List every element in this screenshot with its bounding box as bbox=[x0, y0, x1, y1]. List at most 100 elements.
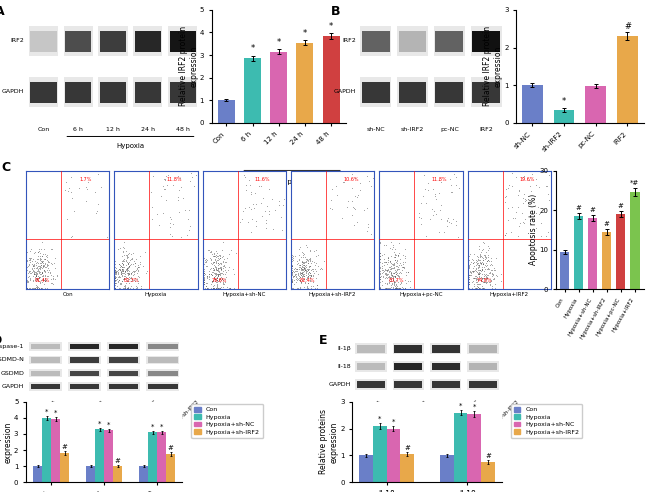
Point bbox=[36, 261, 46, 269]
Point bbox=[32, 248, 43, 256]
Point bbox=[217, 246, 228, 253]
Point bbox=[117, 277, 127, 285]
Point bbox=[124, 278, 134, 286]
Point bbox=[300, 267, 311, 275]
Point bbox=[290, 252, 300, 260]
Point bbox=[111, 267, 121, 275]
Point bbox=[300, 265, 310, 273]
Point bbox=[198, 274, 209, 282]
Bar bbox=[68, 342, 101, 351]
Bar bbox=[603, 232, 612, 289]
Point bbox=[36, 269, 47, 277]
Point bbox=[49, 275, 60, 283]
Point bbox=[482, 278, 493, 286]
Point bbox=[34, 284, 44, 292]
Point bbox=[485, 280, 495, 288]
Point bbox=[115, 266, 125, 274]
Point bbox=[512, 191, 523, 199]
Point bbox=[21, 257, 32, 265]
Point bbox=[389, 278, 400, 286]
Point bbox=[119, 251, 129, 259]
Point bbox=[496, 277, 506, 284]
Point bbox=[450, 181, 461, 189]
Point bbox=[30, 284, 40, 292]
Point bbox=[211, 267, 222, 275]
Point bbox=[380, 265, 391, 273]
Point bbox=[463, 278, 474, 286]
Point bbox=[117, 266, 127, 274]
Point bbox=[303, 266, 313, 274]
Point bbox=[32, 284, 43, 292]
Point bbox=[469, 274, 479, 281]
Point bbox=[486, 277, 496, 285]
Point bbox=[111, 278, 122, 286]
Text: 11.8%: 11.8% bbox=[432, 177, 447, 182]
Bar bbox=[29, 342, 62, 351]
Point bbox=[304, 269, 315, 277]
Point bbox=[474, 273, 484, 281]
Point bbox=[482, 257, 492, 265]
Point bbox=[208, 268, 218, 276]
Point bbox=[518, 217, 528, 225]
Point bbox=[293, 275, 304, 283]
Point bbox=[385, 274, 396, 282]
Point bbox=[488, 270, 499, 277]
Point bbox=[221, 274, 231, 281]
Point bbox=[124, 275, 135, 282]
Point bbox=[27, 284, 37, 292]
Point bbox=[42, 251, 52, 259]
Point bbox=[198, 278, 209, 286]
Point bbox=[214, 259, 225, 267]
Point bbox=[205, 248, 216, 256]
Point bbox=[484, 257, 495, 265]
Point bbox=[32, 267, 43, 275]
Point bbox=[156, 192, 166, 200]
Point bbox=[387, 264, 398, 272]
Bar bbox=[355, 379, 387, 390]
Point bbox=[506, 228, 516, 236]
Point bbox=[110, 260, 120, 268]
Y-axis label: Relative IRF2 protein
expression: Relative IRF2 protein expression bbox=[484, 26, 502, 106]
Point bbox=[375, 273, 385, 281]
Point bbox=[306, 257, 316, 265]
Point bbox=[511, 208, 521, 215]
Bar bbox=[51, 419, 60, 482]
Bar bbox=[362, 82, 389, 103]
Point bbox=[125, 274, 135, 282]
Point bbox=[199, 265, 209, 273]
Bar bbox=[135, 82, 161, 103]
Point bbox=[287, 262, 297, 270]
Point bbox=[206, 284, 216, 292]
Point bbox=[389, 261, 399, 269]
Point bbox=[211, 264, 221, 272]
Point bbox=[33, 262, 44, 270]
Point bbox=[216, 266, 226, 274]
Text: *: * bbox=[250, 44, 255, 54]
Bar bbox=[617, 36, 638, 123]
Text: GAPDH: GAPDH bbox=[328, 382, 351, 387]
Point bbox=[119, 274, 129, 282]
Point bbox=[377, 281, 387, 289]
Point bbox=[296, 271, 306, 278]
Point bbox=[130, 267, 140, 275]
Point bbox=[544, 196, 554, 204]
Point bbox=[24, 254, 34, 262]
Text: IRF2: IRF2 bbox=[479, 127, 493, 132]
Point bbox=[32, 283, 43, 291]
Point bbox=[481, 262, 491, 270]
Point bbox=[118, 265, 128, 273]
Point bbox=[474, 280, 485, 288]
Point bbox=[214, 252, 225, 260]
Point bbox=[517, 209, 527, 217]
Point bbox=[34, 247, 44, 255]
Point bbox=[216, 263, 226, 271]
Point bbox=[473, 275, 483, 283]
Point bbox=[119, 269, 129, 277]
Point bbox=[46, 279, 56, 287]
Text: Hypoxia: Hypoxia bbox=[278, 180, 306, 185]
Point bbox=[478, 274, 489, 282]
Point bbox=[32, 255, 43, 263]
Point bbox=[311, 259, 321, 267]
Point bbox=[31, 272, 42, 280]
Point bbox=[375, 252, 385, 260]
